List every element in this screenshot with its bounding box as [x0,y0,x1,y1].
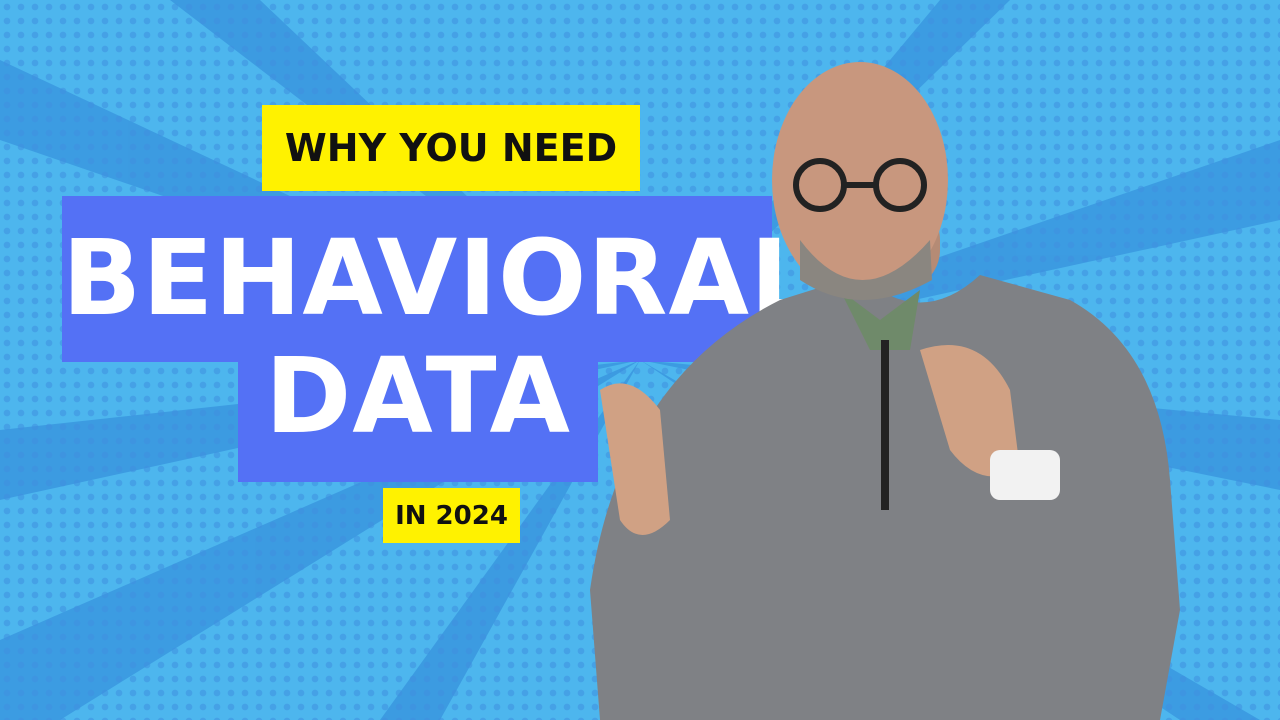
title-line-1: BEHAVIORAL [62,217,818,339]
title-line-2: DATA [264,335,572,457]
smartwatch [990,450,1060,500]
presenter-photo [590,62,1180,720]
title-banner-bottom [238,350,598,482]
green-shirt [840,290,920,350]
title-banner-top [62,196,772,362]
left-hand [600,383,670,535]
subtitle-bottom: IN 2024 [383,488,520,543]
beard [800,240,932,300]
right-hand [920,345,1020,477]
head [772,62,948,298]
glasses-icon [793,158,927,212]
subtitle-top: WHY YOU NEED [262,105,640,191]
